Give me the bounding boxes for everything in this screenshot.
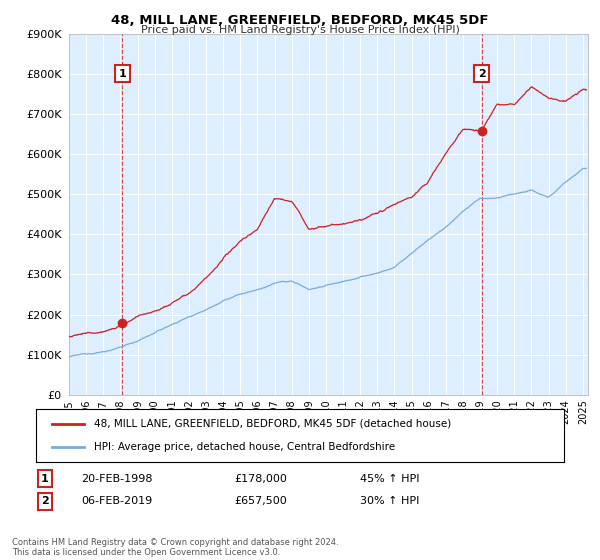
Text: 2: 2 xyxy=(41,496,49,506)
Text: 20-FEB-1998: 20-FEB-1998 xyxy=(81,474,152,484)
Text: 06-FEB-2019: 06-FEB-2019 xyxy=(81,496,152,506)
Text: Contains HM Land Registry data © Crown copyright and database right 2024.
This d: Contains HM Land Registry data © Crown c… xyxy=(12,538,338,557)
Text: £178,000: £178,000 xyxy=(234,474,287,484)
Text: 45% ↑ HPI: 45% ↑ HPI xyxy=(360,474,419,484)
Text: 2: 2 xyxy=(478,69,485,79)
Text: £657,500: £657,500 xyxy=(234,496,287,506)
Text: HPI: Average price, detached house, Central Bedfordshire: HPI: Average price, detached house, Cent… xyxy=(94,442,395,452)
Text: 1: 1 xyxy=(41,474,49,484)
Text: 30% ↑ HPI: 30% ↑ HPI xyxy=(360,496,419,506)
Text: 48, MILL LANE, GREENFIELD, BEDFORD, MK45 5DF (detached house): 48, MILL LANE, GREENFIELD, BEDFORD, MK45… xyxy=(94,419,451,429)
Text: 48, MILL LANE, GREENFIELD, BEDFORD, MK45 5DF: 48, MILL LANE, GREENFIELD, BEDFORD, MK45… xyxy=(111,14,489,27)
Text: 1: 1 xyxy=(119,69,127,79)
Text: Price paid vs. HM Land Registry's House Price Index (HPI): Price paid vs. HM Land Registry's House … xyxy=(140,25,460,35)
